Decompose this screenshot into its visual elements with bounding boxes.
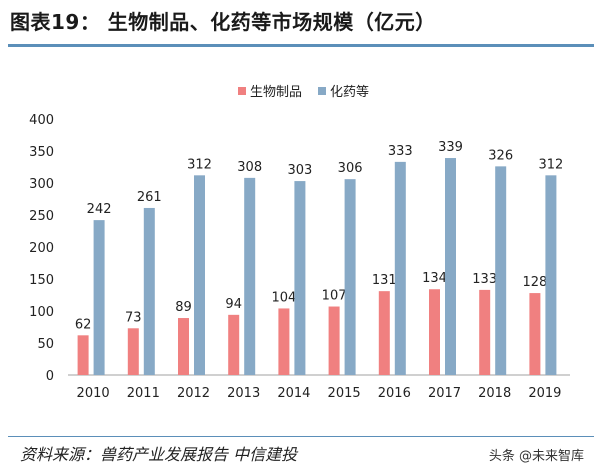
- x-tick-label: 2010: [77, 386, 110, 401]
- data-label-chem: 312: [187, 157, 212, 172]
- data-label-chem: 242: [87, 202, 112, 217]
- x-tick-label: 2019: [528, 386, 561, 401]
- data-label-bio: 128: [522, 275, 547, 290]
- bar-bio: [429, 289, 440, 375]
- x-tick-label: 2015: [328, 386, 361, 401]
- x-tick-label: 2013: [227, 386, 260, 401]
- y-tick-label: 350: [29, 145, 54, 160]
- bar-chem: [194, 175, 205, 375]
- y-tick-label: 150: [29, 273, 54, 288]
- data-label-chem: 326: [488, 148, 513, 163]
- bar-chem: [344, 179, 356, 375]
- bar-bio: [178, 318, 189, 375]
- bar-chem: [244, 177, 256, 375]
- data-label-chem: 333: [388, 144, 413, 159]
- legend-label-chem: 化药等: [330, 84, 369, 100]
- data-label-bio: 104: [271, 290, 296, 305]
- bar-chem: [93, 220, 105, 375]
- data-label-bio: 62: [75, 317, 92, 332]
- data-label-chem: 308: [237, 160, 262, 175]
- y-tick-label: 100: [29, 305, 54, 320]
- data-label-bio: 133: [472, 272, 497, 287]
- x-tick-label: 2017: [428, 386, 461, 401]
- bar-bio: [378, 291, 390, 375]
- bar-chem: [545, 175, 557, 375]
- data-label-bio: 134: [422, 271, 447, 286]
- x-tick-label: 2011: [127, 386, 160, 401]
- bar-bio: [529, 293, 541, 375]
- data-label-chem: 261: [137, 190, 162, 205]
- bar-bio: [479, 289, 491, 375]
- bar-chem: [394, 161, 406, 375]
- source-note: 资料来源：兽药产业发展报告 中信建投: [20, 445, 298, 464]
- y-tick-label: 300: [29, 177, 54, 192]
- bar-chem: [143, 207, 155, 375]
- bar-bio: [278, 308, 290, 375]
- footer-divider: [8, 436, 594, 437]
- data-label-chem: 306: [338, 161, 363, 176]
- bar-bio: [127, 328, 139, 375]
- page-title: 图表19： 生物制品、化药等市场规模（亿元）: [10, 10, 436, 34]
- y-tick-label: 250: [29, 209, 54, 224]
- bar-bio: [228, 314, 240, 375]
- y-tick-label: 50: [37, 337, 54, 352]
- x-tick-label: 2014: [277, 386, 310, 401]
- data-label-bio: 94: [225, 297, 242, 312]
- y-tick-label: 0: [46, 369, 54, 384]
- x-tick-label: 2012: [177, 386, 210, 401]
- header-divider: [8, 44, 594, 47]
- legend-swatch-bio: [238, 87, 246, 95]
- bar-chem: [445, 158, 456, 375]
- x-tick-label: 2016: [378, 386, 411, 401]
- bar-chem: [495, 166, 507, 375]
- legend-swatch-chem: [318, 87, 326, 95]
- y-tick-label: 400: [29, 113, 54, 128]
- x-tick-label: 2018: [478, 386, 511, 401]
- data-label-chem: 303: [287, 163, 312, 178]
- data-label-bio: 107: [322, 289, 347, 304]
- data-label-bio: 89: [175, 300, 192, 315]
- legend-label-bio: 生物制品: [250, 85, 302, 100]
- data-label-bio: 73: [125, 310, 142, 325]
- data-label-bio: 131: [372, 273, 397, 288]
- bar-bio: [328, 306, 340, 375]
- data-label-chem: 339: [438, 140, 463, 155]
- watermark: 头条 @未来智库: [488, 449, 584, 464]
- data-label-chem: 312: [538, 157, 563, 172]
- bar-chem: [294, 181, 306, 375]
- y-tick-label: 200: [29, 241, 54, 256]
- bar-bio: [77, 335, 89, 375]
